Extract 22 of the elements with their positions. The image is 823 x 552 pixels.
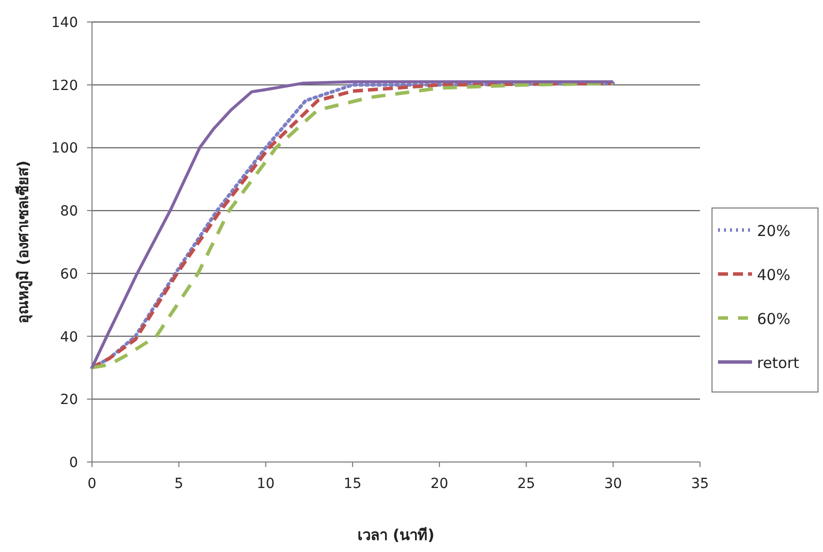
x-tick-label: 20 [430, 476, 448, 492]
y-tick-label: 100 [51, 140, 78, 157]
y-tick-label: 20 [60, 392, 78, 408]
legend-label: 60% [757, 310, 790, 328]
x-axis-title: เวลา (นาที) [358, 526, 434, 544]
legend-label: 20% [757, 222, 790, 240]
x-tick-label: 15 [344, 476, 362, 492]
legend-label: retort [757, 354, 800, 372]
x-tick-label: 35 [691, 476, 709, 492]
legend-label: 40% [757, 266, 790, 284]
y-tick-label: 60 [60, 266, 78, 282]
x-tick-label: 10 [256, 476, 275, 492]
x-tick-label: 30 [604, 476, 622, 492]
y-tick-label: 0 [69, 455, 78, 471]
x-tick-label: 5 [174, 476, 184, 492]
x-tick-label: 25 [517, 476, 536, 492]
y-tick-label: 80 [60, 204, 78, 220]
y-tick-label: 40 [60, 329, 78, 346]
y-tick-label: 140 [51, 15, 78, 31]
y-tick-label: 120 [51, 78, 78, 94]
x-tick-label: 0 [88, 476, 96, 492]
y-axis-title: อุณหภูมิ (องศาเซลเซียส) [14, 160, 33, 324]
